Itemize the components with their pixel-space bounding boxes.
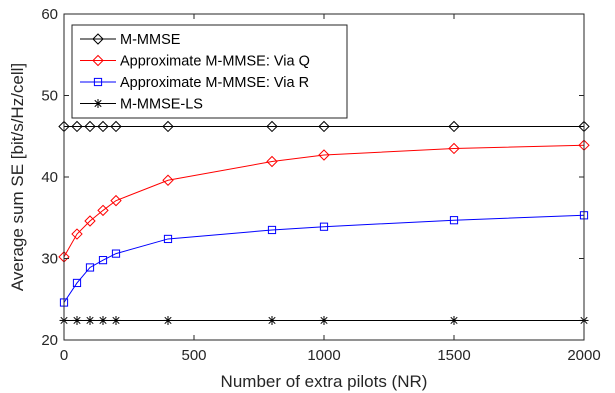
- data-point-3-8: [449, 315, 459, 325]
- x-axis-label: Number of extra pilots (NR): [221, 372, 428, 391]
- data-point-2-7: [319, 222, 329, 231]
- data-point-0-7: [318, 120, 330, 133]
- data-point-3-5: [163, 315, 173, 325]
- legend-label-1: Approximate M-MMSE: Via Q: [120, 54, 310, 70]
- data-point-0-3: [97, 120, 109, 133]
- data-point-2-6: [267, 225, 277, 235]
- data-point-1-7: [318, 149, 330, 161]
- data-point-0-2: [84, 120, 96, 133]
- legend-marker-3: [93, 99, 103, 108]
- y-tick-label: 30: [41, 251, 58, 268]
- data-point-3-2: [85, 315, 95, 325]
- x-axis: 0 500 1000 1500 2000: [60, 14, 601, 364]
- series-line-2: [63, 214, 585, 303]
- data-point-1-4: [110, 194, 122, 207]
- data-point-1-2: [84, 215, 96, 227]
- legend-label-0: M-MMSE: [120, 32, 181, 48]
- data-point-3-1: [72, 315, 82, 325]
- series-layer: [58, 120, 590, 325]
- legend-label-3: M-MMSE-LS: [120, 97, 203, 113]
- data-point-1-8: [448, 142, 460, 155]
- data-point-2-2: [85, 263, 95, 272]
- data-point-2-4: [111, 249, 121, 258]
- data-point-2-3: [98, 256, 108, 265]
- data-point-3-6: [267, 315, 277, 325]
- data-point-0-6: [266, 120, 278, 133]
- data-point-1-5: [162, 174, 174, 186]
- y-axis-label: Average sum SE [bit/s/Hz/cell]: [8, 63, 27, 291]
- data-point-0-5: [162, 120, 174, 133]
- legend-marker-2: [93, 77, 103, 87]
- legend-label-2: Approximate M-MMSE: Via R: [120, 75, 309, 91]
- legend: M-MMSE Approximate M-MMSE: Via Q Approxima…: [71, 24, 348, 119]
- data-point-2-8: [449, 216, 459, 225]
- data-point-3-3: [98, 315, 108, 325]
- data-point-3-7: [319, 315, 329, 325]
- x-tick-label: 1500: [437, 347, 470, 364]
- y-tick-label: 60: [41, 6, 58, 23]
- y-tick-label: 20: [41, 332, 58, 349]
- series-line-1: [63, 144, 585, 258]
- data-point-0-1: [71, 120, 83, 133]
- data-point-1-3: [97, 204, 109, 217]
- legend-marker-0: [92, 33, 104, 45]
- y-axis: 20 30 40 50 60: [41, 6, 584, 349]
- x-tick-label: 0: [60, 347, 68, 364]
- data-point-1-6: [266, 155, 278, 168]
- x-tick-label: 2000: [567, 347, 600, 364]
- data-point-3-4: [111, 315, 121, 325]
- x-tick-label: 500: [181, 347, 206, 364]
- data-point-0-4: [110, 120, 122, 133]
- y-tick-label: 40: [41, 169, 58, 186]
- y-tick-label: 50: [41, 88, 58, 105]
- legend-box: [71, 24, 348, 119]
- data-point-2-1: [72, 278, 82, 288]
- data-point-1-1: [71, 228, 83, 240]
- x-tick-label: 1000: [307, 347, 340, 364]
- legend-marker-1: [92, 54, 104, 67]
- data-point-0-8: [448, 120, 460, 133]
- data-point-2-5: [163, 234, 173, 244]
